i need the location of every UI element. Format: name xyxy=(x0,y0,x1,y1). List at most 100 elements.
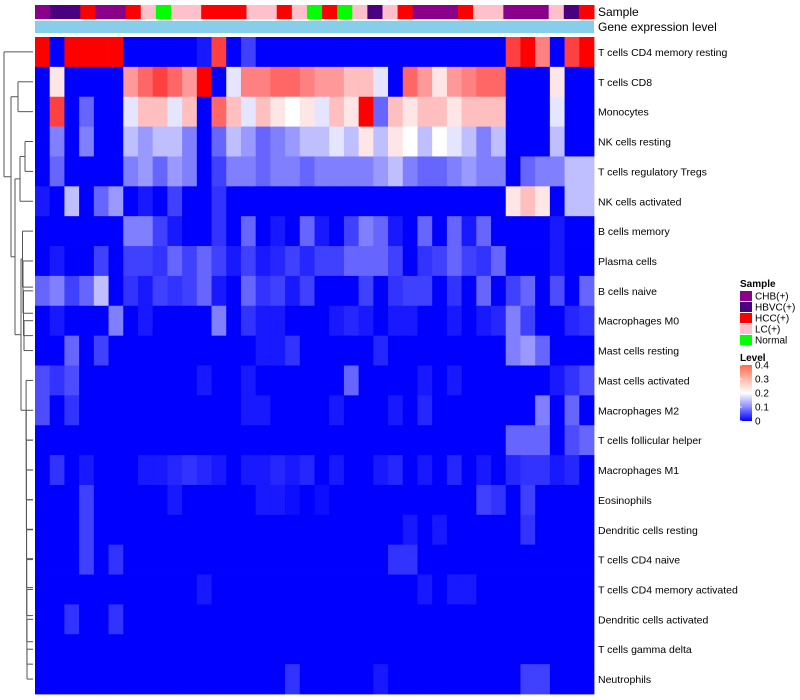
heatmap-cell xyxy=(285,484,301,516)
heatmap-cell xyxy=(564,664,580,695)
heatmap-cell xyxy=(564,37,580,68)
heatmap-cell xyxy=(358,186,374,217)
heatmap-cell xyxy=(388,514,404,546)
heatmap-cell xyxy=(549,574,565,605)
heatmap-cell xyxy=(358,37,374,68)
heatmap-cell xyxy=(137,305,154,337)
heatmap-cell xyxy=(226,395,242,426)
row-label: NK cells resting xyxy=(598,137,671,149)
heatmap-cell xyxy=(343,544,360,575)
heatmap-cell xyxy=(167,305,183,337)
heatmap-cell xyxy=(417,275,433,307)
sample-legend-label: HBVC(+) xyxy=(755,303,795,314)
heatmap-cell xyxy=(564,186,580,217)
heatmap-cell xyxy=(505,514,521,546)
heatmap-cell xyxy=(35,484,51,516)
heatmap-cell xyxy=(505,425,521,456)
heatmap-cell xyxy=(35,514,51,546)
heatmap-cell xyxy=(549,634,565,665)
heatmap-cell xyxy=(549,37,565,68)
heatmap-cell xyxy=(211,395,227,426)
heatmap-cell xyxy=(505,365,521,396)
heatmap-cell xyxy=(388,126,404,157)
heatmap-cell xyxy=(285,37,301,68)
row-label: Mast cells resting xyxy=(598,346,679,358)
heatmap-cell xyxy=(491,664,507,695)
heatmap-cell xyxy=(226,335,242,366)
heatmap-cell xyxy=(93,634,109,665)
heatmap-cell xyxy=(240,425,257,456)
heatmap-cell xyxy=(535,365,551,396)
row-label: NK cells activated xyxy=(598,196,682,208)
heatmap-cell xyxy=(255,425,271,456)
heatmap-cell xyxy=(446,395,462,426)
heatmap-cell xyxy=(329,126,345,157)
heatmap-cell xyxy=(240,246,257,277)
heatmap-cell xyxy=(182,484,198,516)
heatmap-cell xyxy=(505,395,521,426)
heatmap-cell xyxy=(520,275,536,307)
row-label: Macrophages M2 xyxy=(598,405,679,417)
heatmap-cell xyxy=(461,156,477,187)
heatmap-cell xyxy=(93,186,109,217)
heatmap-cell xyxy=(417,96,433,127)
heatmap-cell xyxy=(373,275,389,307)
heatmap-cell xyxy=(35,246,51,277)
heatmap-cell xyxy=(226,514,242,546)
heatmap-cell xyxy=(35,335,51,366)
sample-annotation-cell xyxy=(442,5,459,19)
heatmap-cell xyxy=(108,395,124,426)
heatmap-cell xyxy=(520,216,536,247)
heatmap-cell xyxy=(343,156,360,187)
heatmap-cell xyxy=(461,66,477,98)
heatmap-cell xyxy=(211,246,227,277)
heatmap-cell xyxy=(240,275,257,307)
heatmap-cell xyxy=(167,246,183,277)
heatmap-cell xyxy=(388,544,404,575)
heatmap-cell xyxy=(108,664,124,695)
heatmap-cell xyxy=(388,395,404,426)
heatmap-cell xyxy=(491,96,507,127)
heatmap-cell xyxy=(226,455,242,486)
heatmap-cell xyxy=(388,484,404,516)
heatmap-cell xyxy=(417,365,433,396)
heatmap-cell xyxy=(152,275,168,307)
heatmap-cell xyxy=(167,395,183,426)
sample-annotation-cell xyxy=(186,5,202,19)
heatmap-cell xyxy=(182,604,198,635)
heatmap-cell xyxy=(358,634,374,665)
level-tick-label: 0 xyxy=(755,417,761,428)
heatmap-cell xyxy=(432,66,448,98)
sample-annotation-cell xyxy=(110,5,127,19)
heatmap-cell xyxy=(64,275,80,307)
heatmap-cell xyxy=(417,544,433,575)
row-label: T cells regulatory Tregs xyxy=(598,166,707,178)
heatmap-cell xyxy=(432,664,448,695)
heatmap-cell xyxy=(402,514,418,546)
heatmap-cell xyxy=(240,37,257,68)
heatmap-cell xyxy=(549,455,565,486)
heatmap-cell xyxy=(108,425,124,456)
heatmap-cell xyxy=(432,544,448,575)
heatmap-cell xyxy=(373,216,389,247)
heatmap-cell xyxy=(564,365,580,396)
sample-annotation-cell xyxy=(125,5,142,19)
heatmap-cell xyxy=(402,126,418,157)
heatmap-cell xyxy=(329,305,345,337)
heatmap-cell xyxy=(505,96,521,127)
heatmap-cell xyxy=(196,156,212,187)
heatmap-cell xyxy=(446,305,462,337)
heatmap-cell xyxy=(270,425,286,456)
heatmap-cell xyxy=(93,66,109,98)
heatmap-cell xyxy=(93,514,109,546)
heatmap-cell xyxy=(432,484,448,516)
heatmap-cell xyxy=(299,514,315,546)
heatmap-cell xyxy=(329,395,345,426)
heatmap-cell xyxy=(505,455,521,486)
heatmap-cell xyxy=(461,305,477,337)
heatmap-cell xyxy=(535,544,551,575)
level-legend-title: Level xyxy=(740,353,766,364)
sample-legend-swatch xyxy=(740,313,752,323)
heatmap-cell xyxy=(152,126,168,157)
heatmap-cell xyxy=(123,37,139,68)
